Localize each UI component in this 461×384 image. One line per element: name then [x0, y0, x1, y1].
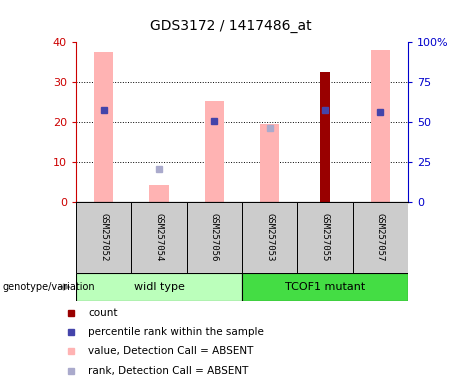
FancyBboxPatch shape — [242, 202, 297, 273]
Text: GSM257056: GSM257056 — [210, 213, 219, 261]
Text: GSM257053: GSM257053 — [265, 213, 274, 261]
FancyBboxPatch shape — [353, 202, 408, 273]
Text: GSM257057: GSM257057 — [376, 213, 385, 261]
Bar — [94, 52, 113, 202]
FancyBboxPatch shape — [76, 202, 131, 273]
Bar — [205, 101, 224, 202]
Text: TCOF1 mutant: TCOF1 mutant — [285, 282, 365, 292]
Text: value, Detection Call = ABSENT: value, Detection Call = ABSENT — [89, 346, 254, 356]
FancyBboxPatch shape — [131, 202, 187, 273]
Text: GSM257055: GSM257055 — [320, 213, 330, 261]
Bar — [320, 72, 330, 202]
Text: GSM257054: GSM257054 — [154, 213, 164, 261]
Text: GSM257052: GSM257052 — [99, 213, 108, 261]
Bar — [260, 124, 279, 202]
FancyBboxPatch shape — [76, 273, 242, 301]
Text: widl type: widl type — [134, 282, 184, 292]
Text: rank, Detection Call = ABSENT: rank, Detection Call = ABSENT — [89, 366, 249, 376]
Text: count: count — [89, 308, 118, 318]
FancyBboxPatch shape — [242, 273, 408, 301]
FancyBboxPatch shape — [297, 202, 353, 273]
Text: genotype/variation: genotype/variation — [2, 282, 95, 292]
Bar — [149, 185, 169, 202]
Bar — [371, 50, 390, 202]
Text: percentile rank within the sample: percentile rank within the sample — [89, 327, 264, 337]
FancyBboxPatch shape — [187, 202, 242, 273]
Text: GDS3172 / 1417486_at: GDS3172 / 1417486_at — [150, 19, 311, 33]
